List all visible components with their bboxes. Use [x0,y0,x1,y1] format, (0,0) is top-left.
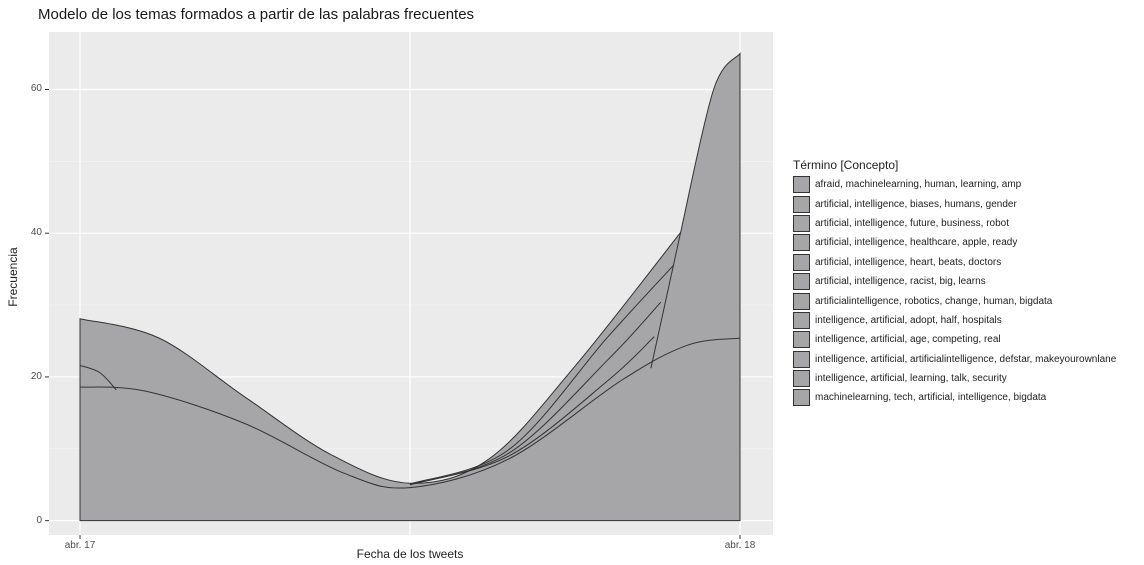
stacked-areas [79,52,741,522]
legend-key [793,176,810,194]
legend-item: artificial, intelligence, future, busine… [793,214,1116,233]
legend-item: artificialintelligence, robotics, change… [793,291,1116,310]
legend-item: artificial, intelligence, healthcare, ap… [793,233,1116,252]
legend-key [793,331,810,349]
legend-item: intelligence, artificial, learning, talk… [793,369,1116,388]
stack-boundary-line [409,301,662,486]
legend-key [793,370,810,388]
legend-label: machinelearning, tech, artificial, intel… [815,392,1047,404]
legend-label: artificialintelligence, robotics, change… [815,295,1053,307]
legend-item: intelligence, artificial, artificialinte… [793,350,1116,369]
legend-key [793,273,810,291]
legend-label: intelligence, artificial, artificialinte… [815,353,1117,365]
chart-title: Modelo de los temas formados a partir de… [38,6,475,23]
y-tick-label: 60 [30,83,42,95]
legend-label: artificial, intelligence, future, busine… [815,217,1009,229]
legend-label: artificial, intelligence, heart, beats, … [815,256,1002,268]
legend-key [793,389,810,407]
legend-item: intelligence, artificial, age, competing… [793,330,1116,349]
axis-ticks [45,88,741,539]
legend-title: Término [Concepto] [793,158,899,172]
legend-label: artificial, intelligence, biases, humans… [815,198,1017,210]
stack-boundary-line [79,364,117,391]
y-axis-label: Frecuencia [6,247,20,307]
x-tick-label: abr. 18 [724,540,756,551]
legend: Término [Concepto] afraid, machinelearni… [793,158,1116,408]
legend-item: intelligence, artificial, adopt, half, h… [793,311,1116,330]
legend-label: afraid, machinelearning, human, learning… [815,179,1022,191]
legend-key [793,195,810,213]
legend-key [793,350,810,368]
legend-label: intelligence, artificial, learning, talk… [815,373,1007,385]
legend-key [793,214,810,232]
legend-label: intelligence, artificial, adopt, half, h… [815,314,1002,326]
y-tick-label: 20 [30,370,42,382]
legend-key [793,311,810,329]
stack-boundary-line [650,232,682,369]
legend-item: afraid, machinelearning, human, learning… [793,175,1116,194]
legend-item: artificial, intelligence, biases, humans… [793,194,1116,213]
legend-item: machinelearning, tech, artificial, intel… [793,388,1116,407]
legend-items: afraid, machinelearning, human, learning… [793,175,1116,408]
stack-boundary-line [409,264,675,485]
y-tick-label: 40 [30,227,42,239]
legend-label: artificial, intelligence, racist, big, l… [815,276,986,288]
x-tick-label: abr. 17 [64,540,96,551]
x-axis-label: Fecha de los tweets [356,547,464,561]
legend-item: artificial, intelligence, heart, beats, … [793,253,1116,272]
stack-boundary-line [79,337,741,489]
legend-label: intelligence, artificial, age, competing… [815,334,1001,346]
y-tick-label: 0 [36,514,42,526]
legend-key [793,253,810,271]
legend-label: artificial, intelligence, healthcare, ap… [815,237,1018,249]
legend-key [793,292,810,310]
legend-item: artificial, intelligence, racist, big, l… [793,272,1116,291]
legend-key [793,234,810,252]
